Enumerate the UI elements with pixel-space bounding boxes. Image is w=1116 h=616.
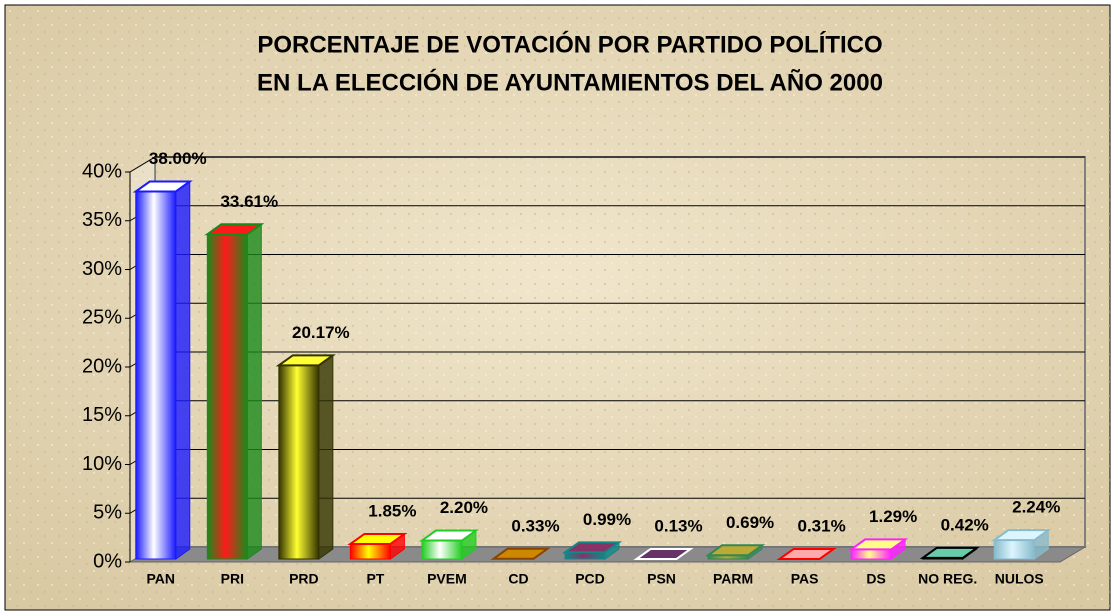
y-tick-label: 35% [82, 209, 122, 231]
x-tick-label: PRD [289, 571, 319, 587]
bar-side [318, 354, 334, 560]
value-label: 38.00% [149, 149, 207, 168]
bar-side [175, 180, 191, 560]
x-tick-label: CD [508, 571, 528, 587]
bar [850, 548, 892, 560]
value-label: 2.20% [440, 498, 488, 517]
value-label: 0.13% [654, 516, 702, 535]
value-label: 2.24% [1012, 498, 1060, 517]
bar [421, 540, 463, 560]
x-tick-label: PCD [575, 571, 605, 587]
bar [135, 191, 177, 560]
chart-title: EN LA ELECCIÓN DE AYUNTAMIENTOS DEL AÑO … [257, 68, 883, 96]
bar-top [418, 529, 480, 542]
x-tick-label: DS [866, 571, 885, 587]
bar-top [991, 529, 1052, 542]
bar [993, 539, 1035, 560]
bar-top [633, 548, 694, 560]
bar-top [561, 541, 623, 554]
value-label: 0.33% [511, 516, 559, 535]
bar-top [848, 538, 909, 551]
x-tick-label: PVEM [427, 571, 467, 587]
value-label: 0.99% [583, 510, 631, 529]
y-tick-label: 0% [93, 550, 122, 572]
value-label: 0.31% [798, 516, 846, 535]
x-tick-label: PRI [221, 571, 244, 587]
bar [206, 233, 248, 560]
bar-top [490, 547, 551, 560]
x-tick-label: NO REG. [918, 571, 977, 587]
bar-top [704, 544, 766, 557]
grid-line [129, 156, 1085, 173]
x-tick-label: PARM [713, 571, 753, 587]
bar-top [275, 354, 336, 367]
x-tick-label: NULOS [995, 571, 1044, 587]
bar-side [246, 223, 262, 560]
x-tick-label: PT [366, 571, 384, 587]
y-tick-label: 25% [82, 307, 122, 329]
value-label: 0.69% [726, 513, 774, 532]
bar-top [347, 532, 408, 545]
bar-top [919, 546, 980, 559]
x-tick-label: PAS [791, 571, 819, 587]
value-label: 0.42% [941, 515, 989, 534]
bar-top [204, 223, 265, 236]
y-tick-label: 15% [82, 404, 122, 426]
bar [349, 543, 391, 560]
value-label: 20.17% [292, 323, 350, 342]
y-tick-label: 40% [82, 160, 122, 182]
y-tick-label: 10% [82, 453, 122, 475]
bar [278, 364, 320, 560]
y-tick-label: 30% [82, 258, 122, 280]
bar-top [132, 180, 193, 193]
y-tick-label: 5% [93, 502, 122, 524]
value-label: 1.29% [869, 507, 917, 526]
y-tick-label: 20% [82, 355, 122, 377]
x-tick-label: PSN [647, 571, 676, 587]
chart-title: PORCENTAJE DE VOTACIÓN POR PARTIDO POLÍT… [257, 30, 882, 58]
value-label: 1.85% [368, 501, 416, 520]
x-tick-label: PAN [147, 571, 176, 587]
value-label: 33.61% [220, 192, 278, 211]
bar-top [776, 547, 837, 560]
